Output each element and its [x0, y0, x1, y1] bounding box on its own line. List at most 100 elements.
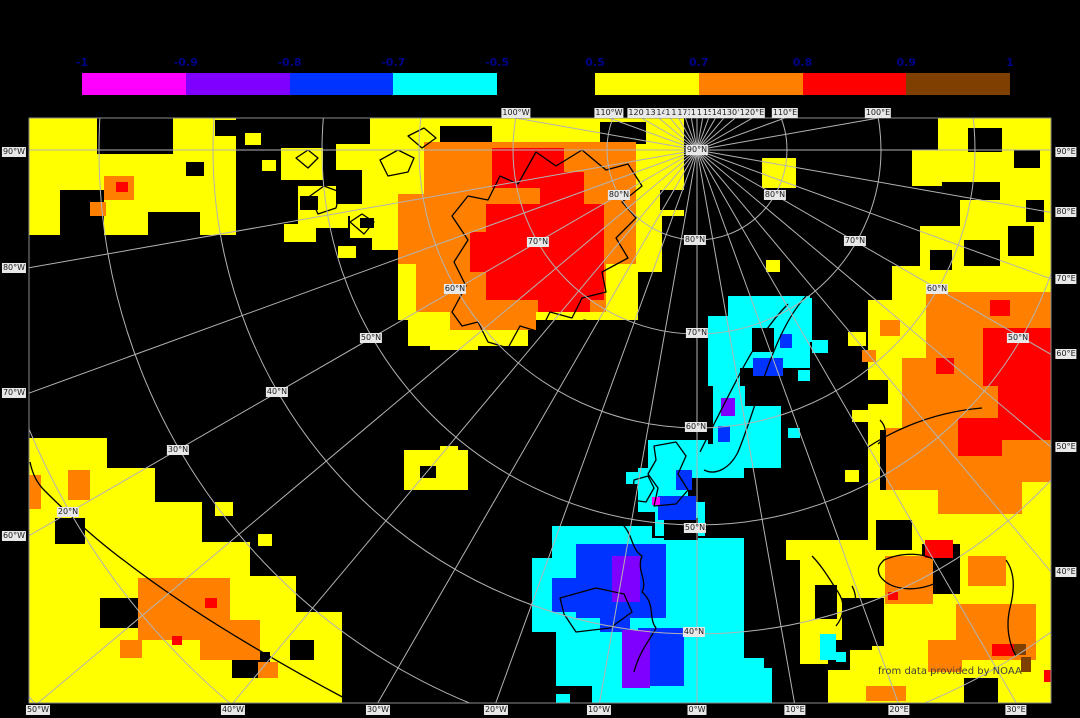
data-cell-blue	[552, 578, 578, 612]
bottom-edge-longitude-label: 50°W	[25, 705, 51, 715]
meridian-line	[696, 149, 1051, 213]
left-edge-longitude-label: 80°W	[1, 263, 27, 273]
latitude-label: 40°N	[682, 627, 706, 637]
coastline-path	[877, 553, 944, 590]
bottom-edge-longitude-label: 10°W	[586, 705, 612, 715]
data-cell-brown	[1021, 657, 1031, 672]
top-edge-longitude-label: 100°E	[864, 108, 892, 118]
data-cell-purple	[622, 630, 650, 688]
bottom-edge-longitude-label: 30°W	[365, 705, 391, 715]
data-cell-yellow	[338, 246, 356, 258]
data-cell-red	[936, 358, 954, 374]
latitude-label: 70°N	[843, 236, 867, 246]
colorbar-segment-magenta	[82, 73, 186, 95]
right-edge-longitude-label: 80°E	[1055, 207, 1077, 217]
data-cell-cyan	[556, 694, 570, 703]
colorbar-segment-orange	[698, 73, 803, 95]
data-cells	[29, 118, 1051, 703]
data-cell-yellow	[762, 158, 796, 188]
latitude-label: 90°N	[685, 145, 709, 155]
right-edge-longitude-label: 90°E	[1055, 147, 1077, 157]
data-cell-red	[1020, 372, 1051, 400]
meridian-line	[495, 149, 698, 703]
latitude-label: 60°N	[925, 284, 949, 294]
data-cell-cyan	[820, 634, 836, 660]
data-cell-cyan	[740, 668, 772, 703]
colorbar-tick-label: 1	[1006, 56, 1014, 69]
data-cell-cyan	[812, 340, 828, 353]
bottom-edge-longitude-label: 40°W	[220, 705, 246, 715]
colorbar-segment-yellow	[595, 73, 699, 95]
data-cell-holes	[336, 118, 370, 144]
colorbar-segment-blue	[289, 73, 394, 95]
data-cell-blue	[780, 334, 792, 348]
data-cell-holes	[148, 212, 200, 235]
data-cell-orange	[258, 662, 278, 678]
top-edge-longitude-label: 110°E	[771, 108, 799, 118]
data-cell-orange	[866, 686, 906, 701]
data-cell-orange	[968, 556, 1006, 586]
data-cell-red	[205, 598, 217, 608]
data-cell-yellow	[960, 200, 1004, 240]
data-cell-orange	[938, 468, 1022, 514]
data-cell-blue	[676, 470, 692, 490]
data-cell-red	[540, 172, 584, 206]
coastline-path	[451, 149, 643, 349]
latitude-label: 80°N	[607, 190, 631, 200]
data-cell-red	[1044, 670, 1051, 682]
coastline-path	[811, 555, 873, 645]
right-edge-longitude-label: 70°E	[1055, 274, 1077, 284]
data-cell-cyan	[794, 308, 810, 321]
data-cell-yellow	[215, 502, 233, 516]
right-edge-longitude-label: 50°E	[1055, 442, 1077, 452]
left-edge-longitude-label: 60°W	[1, 531, 27, 541]
data-cell-cyan	[798, 370, 810, 381]
latitude-label: 60°N	[443, 284, 467, 294]
colorbar-segment-red	[802, 73, 907, 95]
top-edge-longitude-label: 120°E	[738, 108, 766, 118]
data-cell-red	[116, 182, 128, 192]
latitude-label: 40°N	[265, 387, 289, 397]
right-edge-longitude-label: 40°E	[1055, 567, 1077, 577]
meridian-line	[29, 149, 698, 394]
latitude-label: 80°N	[763, 190, 787, 200]
data-cell-cyan	[836, 652, 846, 662]
latitude-label: 30°N	[166, 445, 190, 455]
top-edge-longitude-label: 130°E	[720, 108, 748, 118]
data-cell-holes	[55, 518, 85, 544]
data-cell-orange	[880, 320, 900, 336]
data-cell-holes	[215, 120, 236, 136]
data-cell-red	[990, 300, 1010, 316]
coastline-path	[1005, 559, 1017, 657]
data-cell-holes	[815, 585, 837, 619]
top-edge-longitude-label: 110°W	[594, 108, 624, 118]
data-cell-yellow	[245, 133, 261, 145]
data-cell-red	[992, 644, 1014, 656]
data-cell-holes	[160, 478, 188, 498]
bottom-edge-longitude-label: 0°W	[687, 705, 707, 715]
data-cell-yellow	[786, 540, 832, 560]
data-cell-holes	[1014, 150, 1040, 168]
coastline-path	[839, 407, 983, 471]
bottom-edge-longitude-label: 10°E	[784, 705, 806, 715]
coastline-path	[699, 295, 807, 473]
map-frame	[28, 117, 1052, 704]
meridian-line	[29, 149, 698, 269]
meridian-line	[696, 149, 1051, 280]
top-edge-longitude-label: 100°W	[501, 108, 531, 118]
data-cell-holes	[290, 640, 314, 660]
data-cell-yellow	[281, 148, 323, 180]
meridian-line	[377, 149, 698, 703]
data-cell-holes	[930, 250, 952, 270]
latitude-label: 50°N	[1006, 333, 1030, 343]
data-cell-blue	[658, 496, 696, 520]
data-cell-holes	[186, 162, 204, 176]
colorbar-tick-label: 0.9	[896, 56, 917, 69]
data-cell-red	[888, 592, 898, 600]
data-cell-orange	[68, 470, 90, 500]
latitude-label: 20°N	[56, 507, 80, 517]
bottom-edge-longitude-label: 20°E	[888, 705, 910, 715]
colorbar-tick-label: -0.8	[277, 56, 302, 69]
data-cell-yellow	[284, 224, 316, 242]
